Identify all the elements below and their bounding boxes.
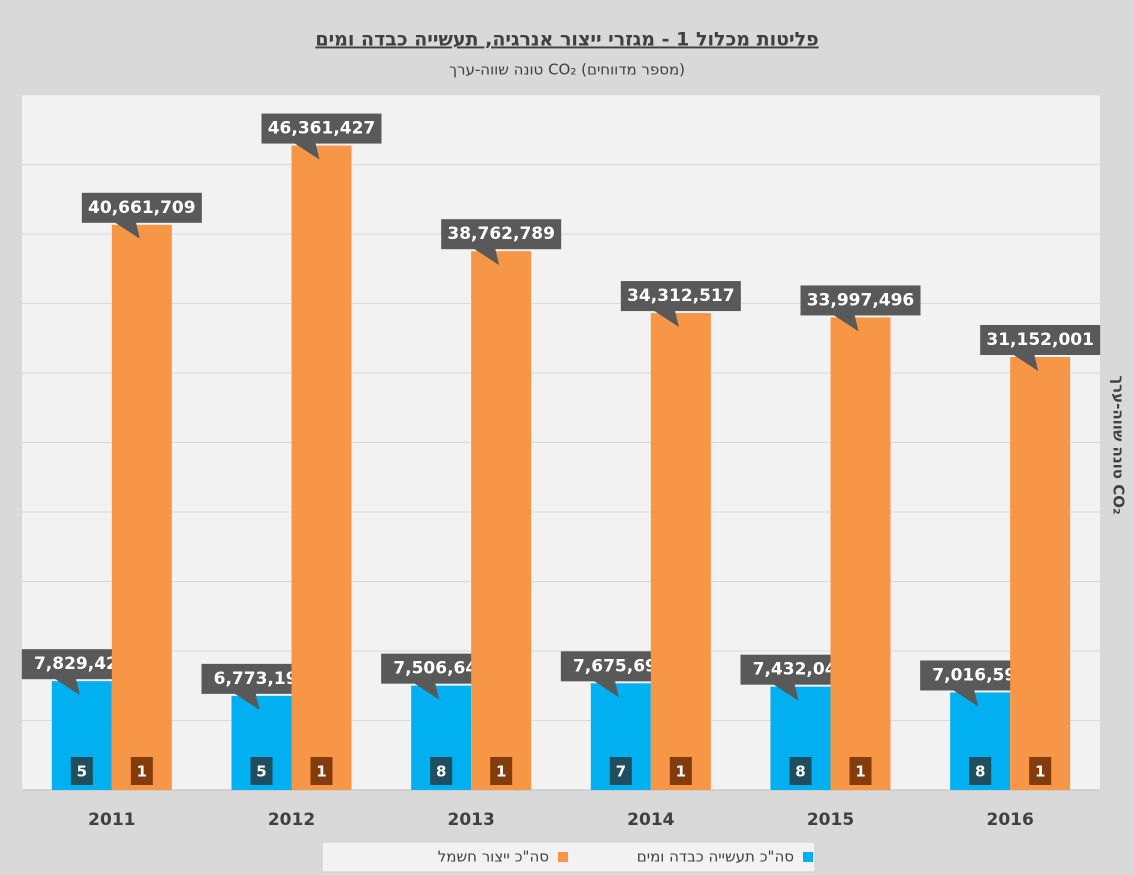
count-box <box>1029 757 1052 785</box>
data-label: 7,675,694 <box>573 656 669 676</box>
x-tick-label: 2013 <box>448 810 495 830</box>
legend-swatch <box>803 852 813 862</box>
chart-subtitle: טונה שווה-ערך CO₂ (מספר מדווחים) <box>449 61 685 79</box>
bar <box>650 313 711 790</box>
bar <box>1010 356 1071 790</box>
count-box <box>669 757 692 785</box>
data-label: 40,661,709 <box>88 198 196 218</box>
count-label: 8 <box>795 763 805 781</box>
count-label: 8 <box>975 763 985 781</box>
data-label: 7,829,425 <box>34 654 130 674</box>
count-label: 5 <box>256 763 266 781</box>
x-tick-label: 2012 <box>268 810 315 830</box>
legend-label: סה"כ ייצור חשמל <box>438 848 549 866</box>
data-label-box <box>620 281 741 312</box>
chart-title: פליטות מכלול 1 - מגזרי ייצור אנרגיה, תעש… <box>315 29 818 51</box>
data-label-pointer <box>293 142 320 160</box>
data-label-pointer <box>652 310 679 328</box>
data-label-pointer <box>1012 353 1039 371</box>
bar <box>111 224 172 790</box>
data-label: 34,312,517 <box>627 286 735 306</box>
count-label: 8 <box>436 763 446 781</box>
data-label-pointer <box>772 683 799 701</box>
y-axis-label: טונה שווה-ערך CO₂ <box>1110 375 1128 514</box>
count-label: 5 <box>77 763 87 781</box>
count-label: 1 <box>676 763 686 781</box>
data-label: 6,773,195 <box>214 669 310 689</box>
data-label-box <box>441 219 562 250</box>
data-label: 7,016,590 <box>932 665 1028 685</box>
legend <box>321 841 816 873</box>
x-tick-label: 2016 <box>987 810 1034 830</box>
data-label: 46,361,427 <box>268 119 376 139</box>
data-label: 7,432,044 <box>753 660 849 680</box>
data-label: 33,997,496 <box>807 290 915 310</box>
count-box <box>849 757 872 785</box>
data-label-box <box>261 113 382 144</box>
count-box <box>789 757 812 785</box>
data-label-box <box>980 324 1101 355</box>
data-label-pointer <box>832 314 859 332</box>
x-tick-label: 2014 <box>627 810 674 830</box>
count-label: 7 <box>616 763 626 781</box>
data-label-pointer <box>413 682 440 700</box>
count-box <box>490 757 513 785</box>
count-box <box>969 757 992 785</box>
data-label: 31,152,001 <box>986 330 1094 350</box>
data-label-pointer <box>473 248 500 266</box>
count-box <box>70 757 93 785</box>
count-label: 1 <box>496 763 506 781</box>
count-label: 1 <box>316 763 326 781</box>
count-label: 1 <box>1035 763 1045 781</box>
data-label-box <box>81 192 202 223</box>
data-label: 38,762,789 <box>447 224 555 244</box>
count-label: 1 <box>137 763 147 781</box>
bar <box>291 145 352 790</box>
count-label: 1 <box>855 763 865 781</box>
count-box <box>310 757 333 785</box>
bar <box>471 251 532 790</box>
count-box <box>130 757 153 785</box>
count-box <box>430 757 453 785</box>
data-label-pointer <box>592 680 619 698</box>
legend-label: סה"כ תעשייה כבדה ומים <box>637 848 794 866</box>
data-label-pointer <box>53 678 80 696</box>
data-label-pointer <box>113 221 140 239</box>
x-tick-label: 2015 <box>807 810 854 830</box>
count-box <box>250 757 273 785</box>
data-label-pointer <box>952 689 979 707</box>
x-tick-label: 2011 <box>88 810 135 830</box>
data-label-box <box>800 285 921 316</box>
data-label-pointer <box>233 692 260 710</box>
data-label: 7,506,640 <box>393 659 489 679</box>
count-box <box>609 757 632 785</box>
legend-swatch <box>558 852 568 862</box>
bar <box>830 317 891 790</box>
